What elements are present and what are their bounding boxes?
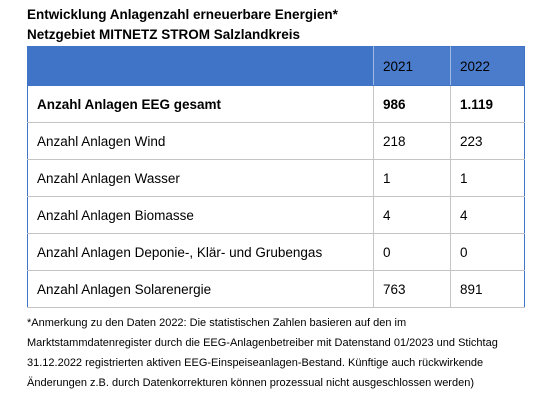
table-body: Anzahl Anlagen EEG gesamt 986 1.119 Anzahl …: [27, 85, 525, 308]
table-row: Anzahl Anlagen Wind 218 223: [27, 122, 525, 160]
table-cell: 891: [450, 270, 525, 308]
table-cell: Anzahl Anlagen Wind: [27, 122, 374, 160]
table-cell: Anzahl Anlagen Wasser: [27, 159, 374, 197]
title: Entwicklung Anlagenzahl erneuerbare Ener…: [27, 7, 338, 22]
table-cell: 218: [373, 122, 451, 160]
table-cell: Anzahl Anlagen Deponie-, Klär- und Grube…: [27, 233, 374, 271]
table-cell: 986: [373, 85, 451, 123]
table-cell: 223: [450, 122, 525, 160]
subtitle: Netzgebiet MITNETZ STROM Salzlandkreis: [27, 27, 301, 42]
header-cell: 2021: [373, 46, 451, 86]
table-cell: 0: [373, 233, 451, 271]
data-table: 2021 2022 Anzahl Anlagen EEG gesamt 986 1.1…: [27, 46, 525, 308]
table-cell: 1: [373, 159, 451, 197]
table-row: Anzahl Anlagen Wasser 1 1: [27, 159, 525, 197]
table-cell: 4: [373, 196, 451, 234]
table-cell: 1: [450, 159, 525, 197]
table-cell: Anzahl Anlagen Solarenergie: [27, 270, 374, 308]
footnote: *Anmerkung zu den Daten 2022: Die statis…: [27, 317, 498, 389]
table-cell: Anzahl Anlagen EEG gesamt: [27, 85, 374, 123]
header-cell: 2022: [450, 46, 525, 86]
table-row: Anzahl Anlagen Deponie-, Klär- und Grube…: [27, 233, 525, 271]
table-cell: Anzahl Anlagen Biomasse: [27, 196, 374, 234]
table-cell: 1.119: [450, 85, 525, 123]
table-cell: 763: [373, 270, 451, 308]
table-cell: 4: [450, 196, 525, 234]
table-row: Anzahl Anlagen EEG gesamt 986 1.119: [27, 85, 525, 123]
table-header: 2021 2022: [27, 46, 525, 86]
table-row: Anzahl Anlagen Biomasse 4 4: [27, 196, 525, 234]
table-cell: 0: [450, 233, 525, 271]
table-row: Anzahl Anlagen Solarenergie 763 891: [27, 270, 525, 308]
header-cell: [27, 46, 374, 86]
